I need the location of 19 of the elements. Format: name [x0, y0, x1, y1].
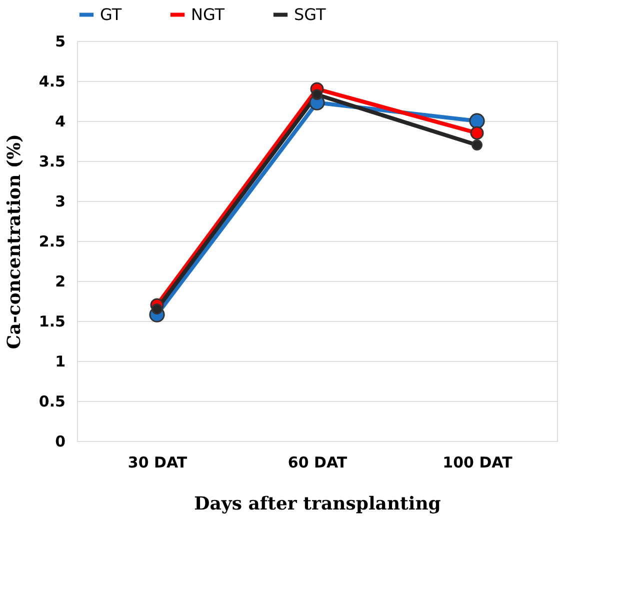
legend-label: GT [100, 4, 122, 24]
x-axis-title: Days after transplanting [194, 494, 442, 514]
legend-label: NGT [191, 4, 225, 24]
y-tick-label: 0.5 [38, 392, 66, 410]
y-tick-label: 3 [55, 192, 66, 210]
y-tick-label: 4.5 [38, 72, 66, 90]
y-tick-label: 2 [55, 272, 66, 290]
y-tick-label: 3.5 [38, 152, 66, 170]
y-tick-label: 1.5 [38, 312, 66, 330]
y-tick-label: 2.5 [38, 232, 66, 250]
x-tick-label: 30 DAT [128, 454, 188, 472]
y-tick-label: 4 [55, 112, 66, 130]
y-tick-label: 5 [55, 32, 66, 50]
legend-label: SGT [294, 4, 326, 24]
y-tick-label: 1 [55, 352, 66, 370]
x-tick-label: 100 DAT [442, 454, 514, 472]
y-tick-label: 0 [55, 432, 66, 450]
y-axis-title: Ca-concentration (%) [4, 134, 25, 350]
x-tick-label: 60 DAT [288, 454, 348, 472]
